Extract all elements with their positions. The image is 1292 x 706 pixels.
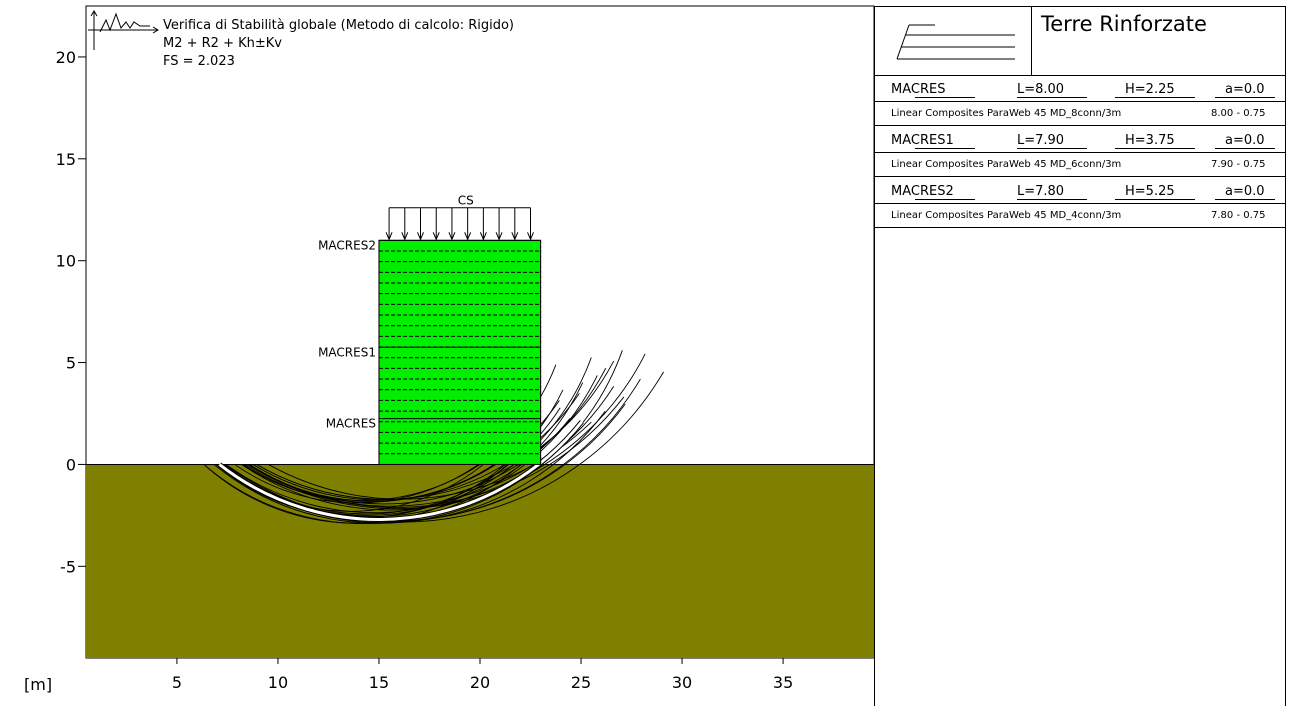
surcharge-arrowhead xyxy=(432,232,440,241)
unit-label: [m] xyxy=(24,675,52,694)
separator xyxy=(1215,148,1275,149)
separator xyxy=(1115,199,1195,200)
x-tick-label: 25 xyxy=(571,673,591,692)
slip-surface xyxy=(224,371,664,523)
y-tick-label: 10 xyxy=(56,252,76,271)
reinforcement-material-row: Linear Composites ParaWeb 45 MD_6conn/3m… xyxy=(875,153,1285,177)
material-range: 8.00 - 0.75 xyxy=(1211,108,1266,119)
y-tick-label: 15 xyxy=(56,150,76,169)
surcharge-arrowhead xyxy=(479,232,487,241)
surcharge-arrowhead xyxy=(385,232,393,241)
x-tick-label: 35 xyxy=(773,673,793,692)
material-name: Linear Composites ParaWeb 45 MD_8conn/3m xyxy=(891,108,1122,119)
separator xyxy=(915,97,975,98)
layer-label: MACRES xyxy=(326,417,376,431)
layer-angle: a=0.0 xyxy=(1225,133,1265,148)
material-range: 7.90 - 0.75 xyxy=(1211,159,1266,170)
separator xyxy=(915,148,975,149)
layer-name: MACRES1 xyxy=(891,133,954,148)
slip-surface xyxy=(256,360,615,500)
surcharge-arrowhead xyxy=(401,232,409,241)
separator xyxy=(1017,97,1087,98)
separator xyxy=(1115,97,1195,98)
layer-height: H=3.75 xyxy=(1125,133,1175,148)
x-tick-label: 15 xyxy=(369,673,389,692)
layer-length: L=7.90 xyxy=(1017,133,1065,148)
surcharge-arrowhead xyxy=(464,232,472,241)
layer-length: L=8.00 xyxy=(1017,82,1065,97)
surcharge-arrowhead xyxy=(511,232,519,241)
surcharge-arrowhead xyxy=(527,232,534,241)
header-block: Verifica di Stabilità globale (Metodo di… xyxy=(88,10,514,69)
y-tick-label: 0 xyxy=(66,455,76,474)
layers-icon xyxy=(896,24,1015,60)
material-name: Linear Composites ParaWeb 45 MD_6conn/3m xyxy=(891,159,1122,170)
layer-length: L=7.80 xyxy=(1017,184,1065,199)
load-combination: M2 + R2 + Kh±Kv xyxy=(163,36,282,51)
reinforcement-material-row: Linear Composites ParaWeb 45 MD_4conn/3m… xyxy=(875,204,1285,228)
layer-height: H=5.25 xyxy=(1125,184,1175,199)
layer-name: MACRES2 xyxy=(891,184,954,199)
layer-label: MACRES1 xyxy=(318,345,376,359)
safety-factor: FS = 2.023 xyxy=(163,54,235,69)
material-name: Linear Composites ParaWeb 45 MD_4conn/3m xyxy=(891,210,1122,221)
reinforcement-material-row: Linear Composites ParaWeb 45 MD_8conn/3m… xyxy=(875,102,1285,126)
layer-height: H=2.25 xyxy=(1125,82,1175,97)
separator xyxy=(1115,148,1195,149)
brand-header: Terre Rinforzate xyxy=(875,7,1285,76)
separator xyxy=(1215,199,1275,200)
surcharge-label: CS xyxy=(458,194,474,208)
y-tick-label: 5 xyxy=(66,354,76,373)
reinforcement-panel: Terre Rinforzate MACRES L=8.00 H=2.25 a=… xyxy=(874,6,1286,706)
reinforcement-row: MACRES1 L=7.90 H=3.75 a=0.0 xyxy=(875,126,1285,153)
layer-angle: a=0.0 xyxy=(1225,82,1265,97)
slip-surface xyxy=(244,396,625,510)
reinforcement-row: MACRES2 L=7.80 H=5.25 a=0.0 xyxy=(875,177,1285,204)
y-tick-label: -5 xyxy=(60,557,76,576)
y-tick-label: 20 xyxy=(56,48,76,67)
x-tick-label: 20 xyxy=(470,673,490,692)
analysis-title: Verifica di Stabilità globale (Metodo di… xyxy=(163,18,514,33)
slip-surface xyxy=(247,353,646,508)
surcharge-arrowhead xyxy=(448,232,456,241)
separator xyxy=(915,199,975,200)
reinforcement-row: MACRES L=8.00 H=2.25 a=0.0 xyxy=(875,75,1285,102)
slip-surface xyxy=(241,385,615,511)
layer-label: MACRES2 xyxy=(318,238,376,252)
layer-angle: a=0.0 xyxy=(1225,184,1265,199)
surcharge-arrowhead xyxy=(417,232,424,241)
surcharge-arrowhead xyxy=(495,232,503,241)
separator xyxy=(1215,97,1275,98)
separator xyxy=(1017,199,1087,200)
slip-surface xyxy=(252,393,580,501)
x-tick-label: 5 xyxy=(172,673,182,692)
x-tick-label: 30 xyxy=(672,673,692,692)
reinforced-wall xyxy=(378,239,542,465)
x-tick-label: 10 xyxy=(268,673,288,692)
seismic-icon xyxy=(88,10,159,50)
terre-rinforzate-logo xyxy=(875,7,1032,75)
slip-surface xyxy=(213,350,623,524)
brand-title: Terre Rinforzate xyxy=(1041,12,1207,36)
layer-name: MACRES xyxy=(891,82,946,97)
material-range: 7.80 - 0.75 xyxy=(1211,210,1266,221)
separator xyxy=(1017,148,1087,149)
